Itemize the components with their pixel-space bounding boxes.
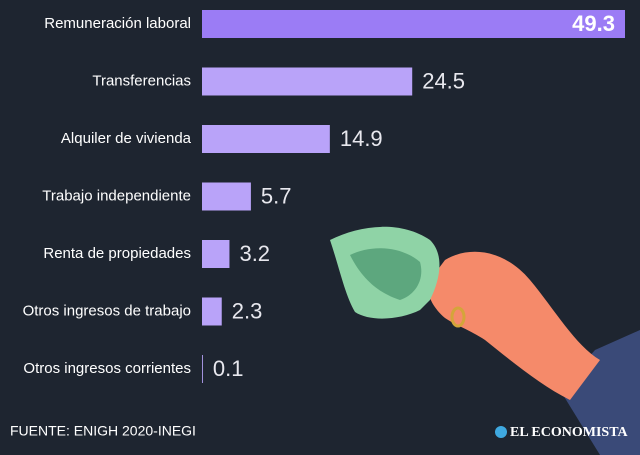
category-label: Otros ingresos corrientes [23,360,191,377]
category-label: Transferencias [92,72,191,89]
value-label: 0.1 [213,356,244,381]
source: FUENTE: ENIGH 2020-INEGI [10,423,196,439]
category-label: Alquiler de vivienda [61,130,192,147]
bar [202,240,229,268]
bar [202,355,203,383]
value-label: 2.3 [232,298,263,323]
category-label: Renta de propiedades [43,245,191,262]
value-label: 3.2 [239,241,270,266]
value-label: 14.9 [340,126,383,151]
logo: EL ECONOMISTA [510,425,628,440]
category-label: Trabajo independiente [42,187,191,204]
bar [202,10,625,38]
bar [202,68,412,96]
logo-icon [495,426,507,438]
category-label: Otros ingresos de trabajo [23,302,191,319]
value-label: 5.7 [261,183,292,208]
bar [202,298,222,326]
value-label: 49.3 [572,11,615,36]
chart: FUENTE: ENIGH 2020-INEGI EL ECONOMISTA R… [0,0,640,455]
bar [202,125,330,153]
value-label: 24.5 [422,68,465,93]
category-label: Remuneración laboral [44,15,191,32]
bar [202,183,251,211]
